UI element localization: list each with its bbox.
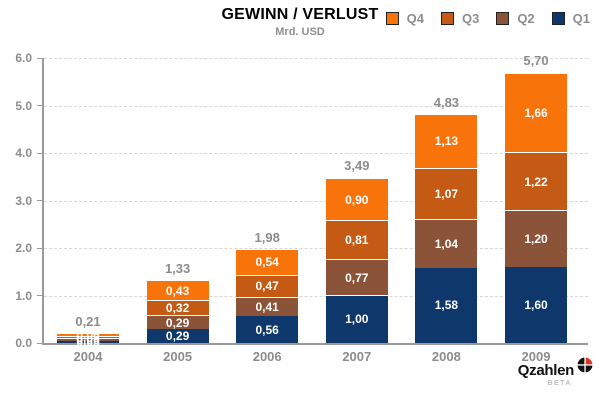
legend-label: Q4 bbox=[406, 11, 424, 26]
legend-item-q2: Q2 bbox=[496, 11, 535, 26]
y-axis-tick-label: 6.0 bbox=[15, 51, 32, 65]
bar-segment-2008-q1: 1,58 bbox=[415, 267, 478, 343]
qzahlen-logo[interactable]: Qzahlen BETA bbox=[476, 356, 596, 392]
bar-segment-value: 0,43 bbox=[165, 283, 190, 298]
y-axis-tick-label: 5.0 bbox=[15, 98, 32, 113]
y-axis-tick bbox=[37, 57, 42, 59]
bar-segment-value: 1,60 bbox=[524, 298, 548, 312]
bar-segment-2007-q4: 0,90 bbox=[325, 177, 388, 221]
x-axis-label-2009: 2009 bbox=[521, 349, 551, 364]
legend-item-q4: Q4 bbox=[385, 11, 424, 26]
bar-segment-2008-q3: 1,07 bbox=[415, 167, 478, 219]
bar-segment-value: 0,32 bbox=[165, 301, 190, 316]
x-axis-label-2006: 2006 bbox=[252, 349, 282, 364]
bar-segment-value: 0,54 bbox=[255, 255, 279, 270]
bar-segment-value: 1,07 bbox=[434, 186, 459, 201]
bar-total-2004: 0,21 bbox=[75, 314, 101, 330]
bar-segment-2005-q3: 0,32 bbox=[146, 300, 209, 316]
beta-badge: BETA bbox=[547, 380, 572, 387]
y-axis-tick-label: 3.0 bbox=[15, 193, 32, 208]
y-axis-tick bbox=[37, 152, 42, 154]
legend: Q4 Q3 Q2 Q1 bbox=[385, 11, 590, 26]
bar-segment-2006-q4: 0,54 bbox=[236, 248, 299, 275]
gridline bbox=[44, 200, 588, 202]
bar-segment-value: 1,22 bbox=[524, 174, 548, 189]
bar-segment-2008-q2: 1,04 bbox=[415, 218, 478, 268]
bar-total-2009: 5,70 bbox=[523, 53, 549, 69]
chart-subtitle: Mrd. USD bbox=[275, 26, 325, 38]
x-axis-label-2005: 2005 bbox=[163, 349, 193, 364]
bar-segment-2006-q2: 0,41 bbox=[236, 296, 299, 317]
logo-wordmark: Qzahlen bbox=[517, 362, 575, 379]
legend-item-q3: Q3 bbox=[440, 11, 480, 26]
bar-segment-value: 1,04 bbox=[434, 236, 459, 251]
bar-total-2005: 1,33 bbox=[164, 260, 191, 276]
legend-swatch-q2 bbox=[496, 12, 510, 25]
x-axis-label-2008: 2008 bbox=[431, 349, 461, 364]
gridline bbox=[44, 58, 588, 59]
y-axis-tick-label: 2.0 bbox=[15, 241, 32, 255]
bar-segment-value: 1,13 bbox=[434, 134, 459, 149]
bar-segment-value: 1,66 bbox=[524, 106, 548, 121]
bar-total-2008: 4,83 bbox=[433, 94, 460, 110]
legend-swatch-q1 bbox=[551, 12, 565, 25]
legend-label: Q1 bbox=[572, 11, 590, 26]
bar-total-2006: 1,98 bbox=[254, 229, 280, 245]
bar-segment-2005-q1: 0,29 bbox=[146, 329, 209, 344]
bar-segment-value: 1,58 bbox=[434, 298, 459, 313]
bar-segment-value: 0,29 bbox=[165, 329, 190, 344]
bar-segment-value: 0,47 bbox=[255, 279, 279, 294]
bar-segment-2009-q1: 1,60 bbox=[505, 267, 567, 343]
bar-segment-value: 1,20 bbox=[524, 232, 548, 246]
y-axis-tick bbox=[37, 247, 42, 249]
bar-segment-2008-q4: 1,13 bbox=[415, 114, 478, 168]
bar-segment-value: 0,77 bbox=[345, 270, 369, 285]
bar-segment-value: 1,00 bbox=[345, 312, 369, 327]
y-axis-tick-label: 4.0 bbox=[15, 146, 32, 160]
bar-segment-2005-q2: 0,29 bbox=[146, 315, 209, 330]
y-axis-tick bbox=[37, 342, 42, 344]
bar-segment-value: 0,41 bbox=[255, 300, 279, 315]
bar-segment-value: 0,06 bbox=[76, 327, 100, 342]
bar-segment-2005-q4: 0,43 bbox=[146, 279, 209, 301]
bar-segment-2007-q3: 0,81 bbox=[325, 220, 388, 259]
y-axis-tick-label: 1.0 bbox=[15, 288, 32, 303]
bar-segment-2004-q4: 0,06 bbox=[57, 329, 119, 341]
bar-segment-value: 0,29 bbox=[165, 315, 190, 330]
y-axis-tick bbox=[37, 105, 42, 106]
legend-label: Q3 bbox=[461, 11, 480, 26]
gridline bbox=[44, 153, 588, 154]
logo-pie-icon bbox=[576, 356, 594, 374]
gridline bbox=[44, 295, 588, 297]
bar-segment-2006-q3: 0,47 bbox=[236, 274, 299, 297]
y-axis-tick bbox=[37, 200, 42, 201]
bar-segment-value: 0,81 bbox=[345, 233, 369, 248]
bar-segment-2007-q2: 0,77 bbox=[325, 258, 388, 296]
legend-swatch-q3 bbox=[440, 12, 454, 25]
y-axis-line bbox=[42, 58, 44, 345]
bar-total-2007: 3,49 bbox=[344, 158, 370, 174]
legend-item-q1: Q1 bbox=[551, 11, 590, 26]
bar-segment-2009-q3: 1,22 bbox=[505, 152, 567, 210]
bar-segment-2009-q2: 1,20 bbox=[505, 210, 567, 267]
legend-label: Q2 bbox=[517, 11, 535, 26]
x-axis-label-2004: 2004 bbox=[73, 349, 103, 364]
bar-segment-2006-q1: 0,56 bbox=[236, 316, 299, 343]
bar-segment-value: 0,56 bbox=[255, 322, 279, 337]
gridline bbox=[44, 105, 588, 107]
bar-segment-value: 0,90 bbox=[345, 192, 369, 207]
x-axis-line bbox=[42, 343, 588, 345]
bar-segment-2007-q1: 1,00 bbox=[325, 295, 388, 343]
gridline bbox=[44, 248, 588, 249]
y-axis-tick bbox=[37, 295, 42, 296]
y-axis-tick-label: 0.0 bbox=[15, 336, 32, 350]
legend-swatch-q4 bbox=[385, 12, 399, 25]
bar-segment-2009-q4: 1,66 bbox=[505, 73, 567, 153]
x-axis-label-2007: 2007 bbox=[342, 349, 372, 364]
